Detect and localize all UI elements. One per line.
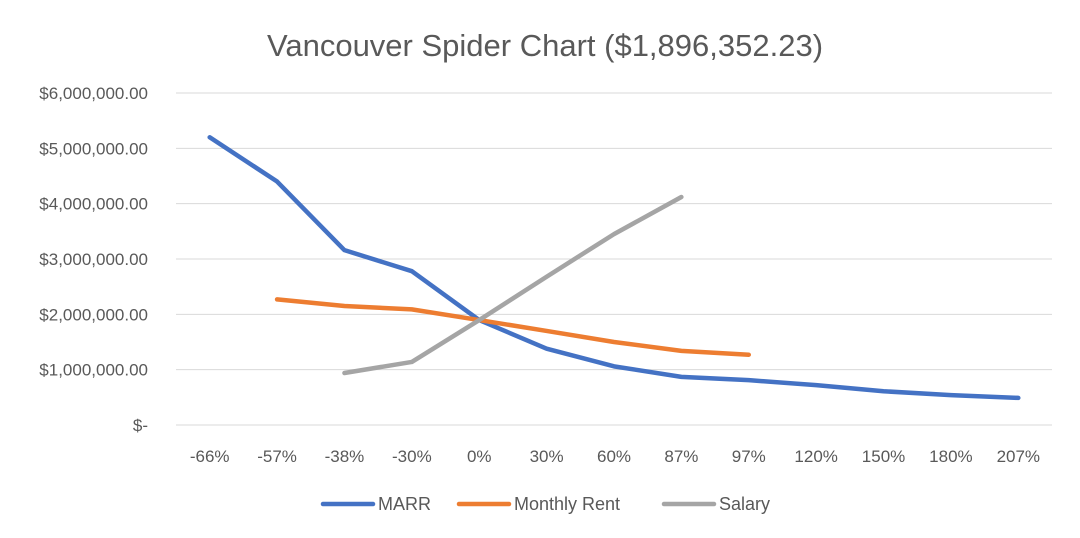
gridlines: [176, 92, 1052, 426]
series-line-monthly-rent: [274, 297, 752, 357]
series-line-marr: [207, 135, 1021, 401]
x-tick-label: 97%: [732, 447, 766, 466]
x-tick-label: 180%: [929, 447, 972, 466]
y-tick-label: $5,000,000.00: [39, 139, 148, 158]
y-tick-label: $1,000,000.00: [39, 361, 148, 380]
x-tick-label: 120%: [794, 447, 837, 466]
legend: MARR Monthly Rent Salary: [320, 494, 770, 514]
y-tick-label: $6,000,000.00: [39, 84, 148, 103]
chart-title: Vancouver Spider Chart ($1,896,352.23): [267, 28, 823, 63]
x-tick-label: 60%: [597, 447, 631, 466]
y-axis-tick-labels: $- $1,000,000.00 $2,000,000.00 $3,000,000.0…: [39, 84, 148, 435]
legend-label-marr: MARR: [378, 494, 431, 514]
y-tick-label: $2,000,000.00: [39, 305, 148, 324]
legend-label-salary: Salary: [719, 494, 770, 514]
x-tick-label: -30%: [392, 447, 432, 466]
x-tick-label: -57%: [257, 447, 297, 466]
y-tick-label: $4,000,000.00: [39, 195, 148, 214]
x-tick-label: 0%: [467, 447, 492, 466]
x-tick-label: 207%: [997, 447, 1040, 466]
series-lines: [207, 135, 1021, 401]
legend-label-monthly-rent: Monthly Rent: [514, 494, 620, 514]
y-tick-label: $-: [133, 416, 148, 435]
x-axis-tick-labels: -66% -57% -38% -30% 0% 30% 60% 87% 97% 120% 150% 18…: [190, 447, 1040, 466]
x-tick-label: -66%: [190, 447, 230, 466]
x-tick-label: 150%: [862, 447, 905, 466]
x-tick-label: 30%: [530, 447, 564, 466]
y-tick-label: $3,000,000.00: [39, 250, 148, 269]
x-tick-label: -38%: [325, 447, 365, 466]
series-line-salary: [342, 194, 684, 376]
x-tick-label: 87%: [664, 447, 698, 466]
